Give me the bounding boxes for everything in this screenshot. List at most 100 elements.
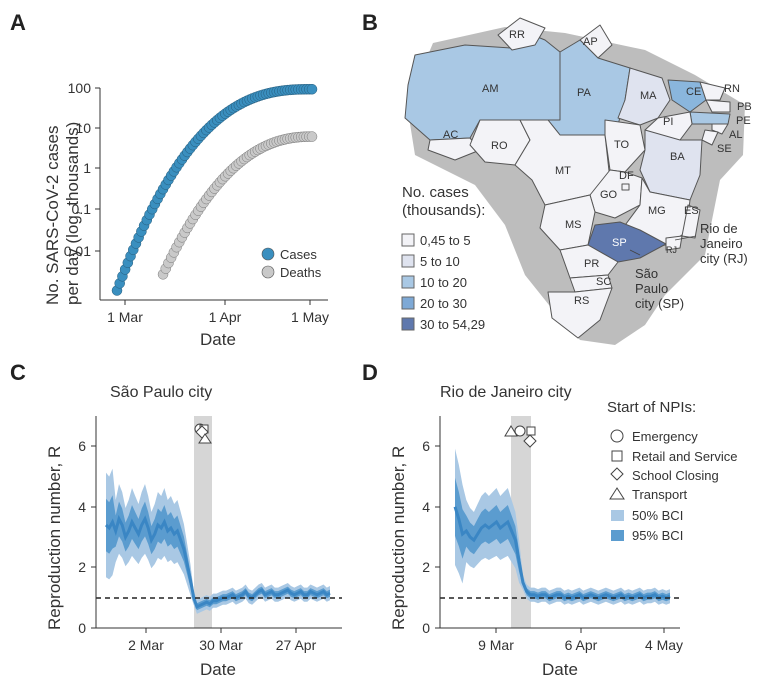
panel-a: No. SARS-CoV-2 cases per day (log, thous… — [43, 80, 329, 349]
legend-emergency-icon — [610, 429, 624, 443]
state-label: MT — [555, 165, 571, 177]
panel-c-ytick: 0 — [78, 620, 86, 636]
legend-school-icon — [610, 467, 624, 481]
sp-annotation: Paulo — [635, 281, 668, 296]
panel-c-xticks: 2 Mar 30 Mar 27 Apr — [128, 628, 317, 653]
sp-annotation: city (SP) — [635, 296, 684, 311]
legend-deaths-marker — [261, 265, 275, 279]
legend-label: 95% BCI — [632, 528, 683, 543]
map-legend-label: 20 to 30 — [420, 296, 467, 311]
panel-c-xtick: 30 Mar — [199, 637, 243, 653]
panel-d-title: Rio de Janeiro city — [440, 384, 572, 401]
legend-transport-icon — [609, 487, 625, 500]
panel-a-legend: Cases Deaths — [261, 247, 322, 280]
map-legend-swatch — [401, 233, 415, 247]
state-rr — [497, 17, 546, 51]
state-label: MG — [648, 205, 666, 217]
map-legend-label: 10 to 20 — [420, 275, 467, 290]
state-label: MA — [640, 90, 657, 102]
map-legend-swatch — [401, 317, 415, 331]
legend-label: School Closing — [632, 468, 719, 483]
panel-c-title: São Paulo city — [110, 384, 212, 401]
state-label: AP — [583, 36, 598, 48]
state-label: SP — [612, 237, 627, 249]
mean-r-line — [453, 506, 671, 600]
legend-label: Retail and Service — [632, 449, 738, 464]
panel-d-ylabel: Reproduction number, R — [389, 446, 408, 630]
state-label: PI — [663, 116, 673, 128]
legend-95-bci-swatch — [611, 530, 624, 541]
panel-a-ytick: 10 — [75, 120, 91, 136]
panel-d: 6 4 2 0 9 Mar 6 Apr 4 May Reproduction n… — [389, 399, 738, 679]
state-ac — [427, 137, 481, 161]
map-legend-swatch — [401, 254, 415, 268]
bci-95-band — [455, 477, 670, 602]
panel-b-legend: No. cases (thousands): 0,45 to 5 5 to 10… — [401, 184, 485, 332]
legend-retail-icon — [611, 450, 623, 462]
state-label: AM — [482, 83, 499, 95]
state-label: PA — [577, 87, 592, 99]
panel-d-ytick: 0 — [422, 620, 430, 636]
marker-transport — [198, 433, 212, 444]
panel-d-ytick: 4 — [422, 499, 430, 515]
panel-d-xtick: 9 Mar — [478, 637, 514, 653]
state-label: DF — [619, 170, 634, 182]
map-legend-label: 30 to 54,29 — [420, 317, 485, 332]
panel-a-xlabel: Date — [200, 330, 236, 349]
map-legend-swatch — [401, 275, 415, 289]
panel-d-xticks: 9 Mar 6 Apr 4 May — [478, 628, 683, 653]
deaths-point — [306, 131, 318, 142]
map-legend-title: (thousands): — [402, 202, 485, 219]
panel-b-map — [404, 17, 745, 345]
panel-d-ytick: 6 — [422, 438, 430, 454]
panel-a-points — [111, 83, 318, 296]
bci-50-band — [106, 468, 330, 614]
panel-d-yticks: 6 4 2 0 — [422, 438, 440, 636]
state-ma — [617, 67, 671, 126]
panel-c-plot — [104, 468, 331, 614]
npi-legend-title: Start of NPIs: — [607, 399, 696, 416]
state-label: RS — [574, 295, 589, 307]
panel-a-yticks: 100 10 1 0.1 0.01 — [64, 80, 100, 259]
panel-d-npi-shade — [511, 416, 531, 628]
panel-c-npi-markers — [194, 423, 212, 444]
panel-c-ylabel: Reproduction number, R — [45, 446, 64, 630]
state-label: ES — [684, 205, 699, 217]
state-label: AC — [443, 129, 458, 141]
panel-a-ytick: 100 — [68, 80, 92, 96]
legend-label: 50% BCI — [632, 508, 683, 523]
panel-c-npi-shade — [194, 416, 212, 628]
state-label: PE — [736, 115, 751, 127]
legend-label: Emergency — [632, 429, 698, 444]
panel-d-xtick: 4 May — [645, 637, 683, 653]
legend-50-bci-swatch — [611, 510, 624, 521]
state-label: RO — [491, 140, 508, 152]
panel-letter-b: B — [362, 10, 378, 35]
state-ba — [639, 129, 703, 201]
panel-c-xtick: 27 Apr — [276, 637, 317, 653]
state-pr — [559, 244, 619, 279]
panel-c-ytick: 2 — [78, 559, 86, 575]
panel-a-xtick: 1 Mar — [107, 309, 143, 325]
state-label: PB — [737, 101, 752, 113]
panel-letter-c: C — [10, 360, 26, 385]
marker-retail — [526, 426, 536, 436]
state-label: PR — [584, 258, 599, 270]
panel-d-plot — [453, 448, 671, 605]
legend-cases-marker — [261, 247, 275, 261]
panel-a-ytick: 0.01 — [64, 243, 91, 259]
state-label: BA — [670, 151, 685, 163]
state-label: RN — [724, 83, 740, 95]
panel-c-ytick: 4 — [78, 499, 86, 515]
panel-a-xticks: 1 Mar 1 Apr 1 May — [107, 300, 329, 325]
panel-d-legend: Start of NPIs: Emergency Retail and Serv… — [607, 399, 738, 543]
panel-c: 6 4 2 0 2 Mar 30 Mar 27 Apr Reproduction… — [45, 416, 342, 679]
panel-a-ytick: 0.1 — [72, 201, 92, 217]
panel-b-annotations: Rio de Janeiro city (RJ) São Paulo city … — [629, 221, 748, 311]
panel-a-ylabel-1: No. SARS-CoV-2 cases — [43, 125, 62, 305]
state-label: MS — [565, 219, 582, 231]
map-legend-label: 5 to 10 — [420, 254, 460, 269]
panel-a-ytick: 1 — [83, 160, 91, 176]
panel-d-xtick: 6 Apr — [565, 637, 598, 653]
